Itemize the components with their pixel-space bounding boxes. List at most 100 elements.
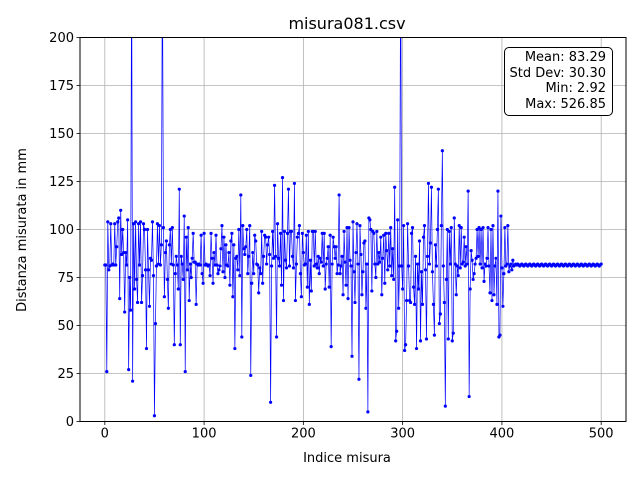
data-point [495, 302, 499, 306]
data-point [391, 247, 395, 251]
data-point [143, 268, 148, 272]
data-point [217, 268, 221, 272]
data-point [109, 222, 113, 226]
stats-mean: Mean: 83.29 [524, 50, 606, 65]
data-point [281, 298, 286, 303]
data-point [298, 272, 302, 276]
x-tick-label: 300 [390, 427, 415, 442]
data-point [107, 268, 111, 272]
data-point [164, 239, 168, 243]
data-point [470, 258, 474, 262]
data-point [285, 231, 290, 235]
y-tick-label: 100 [49, 223, 74, 238]
data-point [270, 264, 274, 268]
data-point [494, 256, 498, 260]
data-point [262, 254, 266, 258]
data-point [467, 394, 471, 399]
data-point [417, 239, 422, 243]
data-point [261, 281, 265, 285]
data-point [476, 254, 480, 258]
data-point [451, 331, 455, 335]
data-point [242, 247, 246, 251]
data-point [379, 235, 383, 239]
data-point [191, 231, 195, 235]
data-point [434, 264, 438, 268]
data-point [314, 262, 318, 266]
data-point [239, 193, 243, 197]
data-point [478, 262, 482, 266]
data-point [240, 335, 244, 339]
data-point [277, 264, 282, 268]
data-point [360, 293, 364, 297]
data-point [119, 208, 123, 212]
data-point [260, 229, 264, 234]
data-point [291, 266, 296, 270]
data-point [349, 264, 353, 268]
data-point [377, 250, 381, 255]
data-point [273, 254, 278, 258]
data-point [188, 262, 192, 266]
data-point [468, 287, 472, 291]
data-point [276, 256, 281, 260]
data-point [146, 268, 151, 272]
data-point [152, 414, 157, 418]
data-point [230, 231, 234, 235]
data-point [488, 291, 492, 295]
data-point [104, 263, 108, 267]
data-point [333, 256, 337, 260]
data-point [381, 256, 385, 260]
data-point [151, 273, 156, 278]
data-point [447, 229, 451, 234]
data-point [459, 225, 463, 230]
data-point [419, 270, 424, 274]
data-point [444, 277, 448, 282]
data-point [161, 225, 165, 230]
data-point [248, 224, 252, 228]
data-point [304, 233, 308, 237]
data-point [506, 224, 510, 228]
data-point [268, 252, 272, 257]
data-point [318, 256, 322, 260]
data-point [253, 233, 257, 237]
data-point [228, 283, 232, 287]
data-point [226, 264, 230, 268]
data-point [386, 268, 390, 272]
data-point [384, 231, 388, 235]
data-point [131, 379, 135, 383]
data-point [106, 220, 110, 224]
data-point [358, 224, 362, 228]
data-point [461, 260, 465, 264]
data-point [490, 298, 494, 303]
x-tick-label: 500 [589, 427, 614, 442]
data-point [121, 227, 125, 232]
data-point [496, 189, 500, 193]
data-point [237, 227, 241, 232]
data-point [315, 266, 319, 270]
data-point [282, 229, 287, 234]
data-point [317, 272, 321, 276]
data-point [411, 285, 416, 289]
data-point [210, 256, 214, 260]
data-point [189, 275, 193, 280]
data-point [405, 298, 409, 303]
x-tick-label: 0 [101, 427, 109, 442]
data-point [503, 225, 507, 230]
data-point [400, 264, 404, 268]
data-point [267, 235, 271, 239]
data-point [427, 262, 432, 266]
y-tick-label: 125 [49, 175, 74, 190]
data-point [324, 262, 328, 266]
data-point [235, 254, 239, 258]
data-point [170, 225, 174, 230]
data-point [246, 272, 250, 276]
data-point [194, 302, 198, 306]
data-point [392, 277, 396, 282]
data-point [127, 368, 131, 372]
data-point [212, 250, 216, 255]
data-point [283, 258, 288, 262]
data-point [184, 235, 188, 239]
y-tick-label: 0 [66, 415, 74, 430]
data-point [180, 262, 184, 266]
data-point [300, 231, 304, 235]
data-point [456, 273, 460, 278]
